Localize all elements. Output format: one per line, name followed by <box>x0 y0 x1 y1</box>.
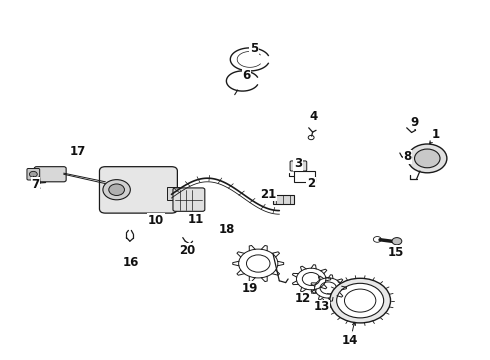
Circle shape <box>408 144 447 173</box>
Text: 21: 21 <box>260 188 277 201</box>
Text: 7: 7 <box>32 178 40 191</box>
Bar <box>273 195 294 204</box>
Text: 9: 9 <box>410 116 418 129</box>
Text: 6: 6 <box>243 69 250 82</box>
Text: 4: 4 <box>310 111 318 123</box>
Text: 20: 20 <box>179 244 196 257</box>
Text: 5: 5 <box>250 42 258 55</box>
Text: 12: 12 <box>294 292 311 305</box>
Text: 1: 1 <box>432 129 440 141</box>
FancyBboxPatch shape <box>99 167 177 213</box>
Circle shape <box>392 238 402 245</box>
FancyBboxPatch shape <box>27 168 40 180</box>
Text: 14: 14 <box>342 334 359 347</box>
Circle shape <box>337 283 384 318</box>
Text: 18: 18 <box>218 223 235 236</box>
Text: 10: 10 <box>147 214 164 227</box>
Circle shape <box>330 278 391 323</box>
Bar <box>167 187 179 200</box>
FancyBboxPatch shape <box>34 167 66 182</box>
Text: 2: 2 <box>307 177 315 190</box>
Text: 8: 8 <box>404 150 412 163</box>
Text: 16: 16 <box>122 256 139 269</box>
Text: 11: 11 <box>188 213 204 226</box>
Text: 15: 15 <box>388 246 404 258</box>
Circle shape <box>415 149 440 168</box>
Circle shape <box>103 180 130 200</box>
Text: 17: 17 <box>69 145 86 158</box>
Text: 13: 13 <box>313 300 330 313</box>
Circle shape <box>109 184 124 195</box>
Circle shape <box>29 171 37 177</box>
FancyBboxPatch shape <box>173 188 205 211</box>
FancyArrowPatch shape <box>380 240 394 242</box>
FancyBboxPatch shape <box>290 161 307 171</box>
Bar <box>294 171 315 182</box>
Text: 19: 19 <box>242 282 258 294</box>
Text: 3: 3 <box>294 157 302 170</box>
